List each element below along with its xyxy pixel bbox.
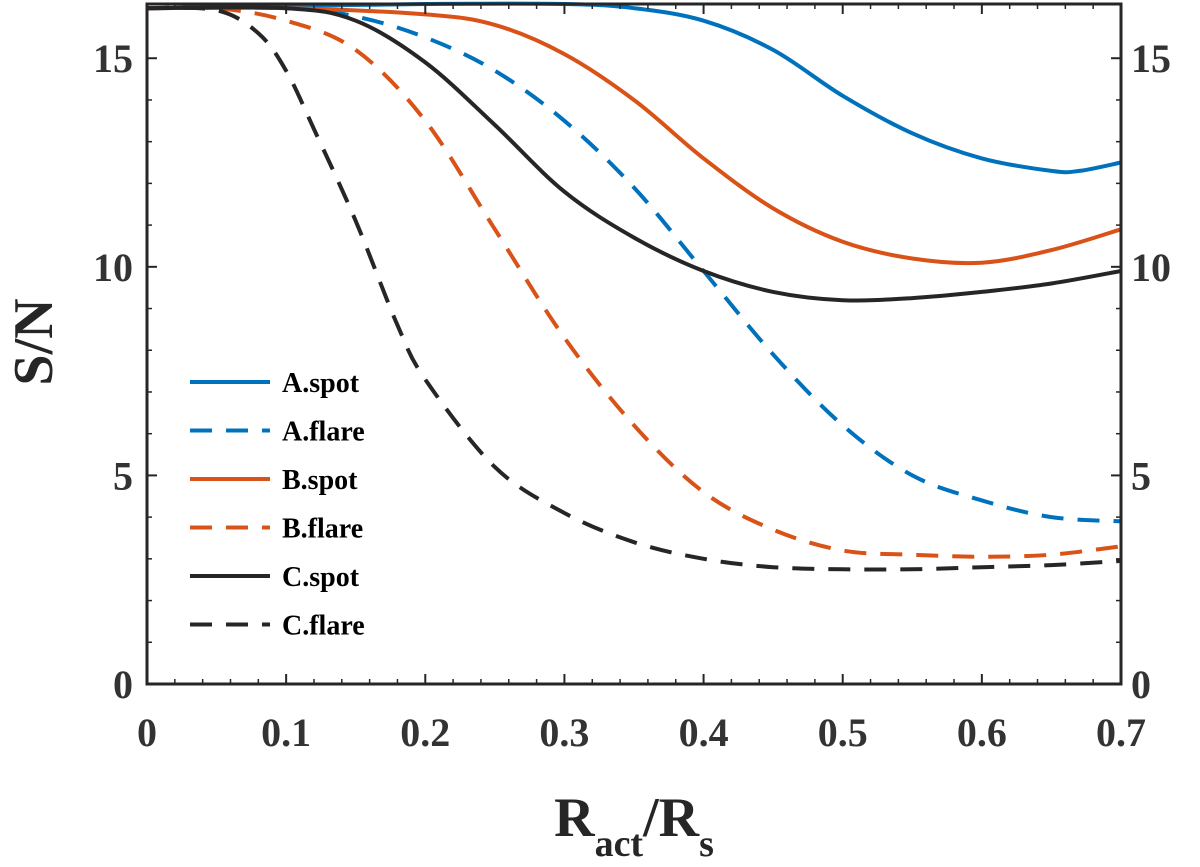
- y-axis-label: S/N: [3, 298, 65, 385]
- series-line-a-flare: [146, 5, 1122, 524]
- legend-label-b-spot: B.spot: [282, 465, 358, 496]
- x-tick-label: 0.5: [818, 710, 868, 755]
- x-axis-label-main-sub: act: [595, 823, 644, 865]
- x-axis-label: Ract/Rs: [554, 787, 714, 865]
- series-line-c-spot: [146, 5, 1122, 303]
- x-tick-label: 0.3: [539, 710, 589, 755]
- axis-ticks: [146, 4, 1122, 685]
- x-tick-label: 0.7: [1096, 710, 1146, 755]
- y-tick-label-left: 0: [113, 662, 133, 707]
- y-tick-label-right: 5: [1131, 453, 1151, 498]
- x-tick-label: 0.2: [400, 710, 450, 755]
- x-tick-label: 0: [137, 710, 157, 755]
- x-axis-label-slash-sub: s: [699, 823, 714, 865]
- legend-label-a-flare: A.flare: [282, 417, 365, 448]
- series-layer: [146, 1, 1122, 572]
- x-axis-label-main: R: [554, 787, 595, 849]
- legend-label-c-flare: C.flare: [282, 611, 365, 642]
- y-tick-label-left: 10: [93, 245, 133, 290]
- series-line-c-flare: [146, 5, 1122, 572]
- legend-label-a-spot: A.spot: [282, 368, 360, 399]
- series-line-b-flare: [146, 5, 1122, 559]
- x-axis-label-slash: /R: [642, 787, 700, 849]
- x-tick-label: 0.6: [957, 710, 1007, 755]
- plot-frame: [145, 2, 1123, 686]
- y-tick-label-left: 15: [93, 36, 133, 81]
- y-tick-label-right: 10: [1131, 245, 1171, 290]
- y-tick-label-right: 0: [1131, 662, 1151, 707]
- x-tick-label: 0.4: [679, 710, 729, 755]
- legend: A.spot A.flare B.spot B.flare C.spot C.flare: [190, 368, 365, 642]
- legend-label-b-flare: B.flare: [282, 514, 363, 545]
- y-tick-label-right: 15: [1131, 36, 1171, 81]
- legend-label-c-spot: C.spot: [282, 562, 360, 593]
- series-line-b-spot: [146, 5, 1122, 266]
- x-tick-label: 0.1: [261, 710, 311, 755]
- y-tick-label-left: 5: [113, 453, 133, 498]
